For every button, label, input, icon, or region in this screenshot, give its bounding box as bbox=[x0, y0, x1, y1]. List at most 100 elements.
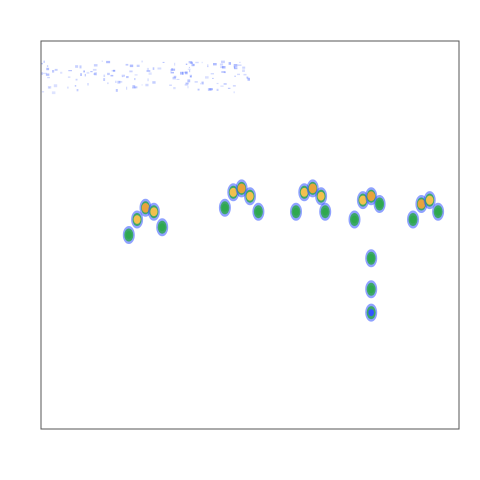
noise-speckle bbox=[129, 64, 134, 68]
energy-blobs bbox=[122, 179, 445, 322]
call-point bbox=[367, 253, 375, 263]
noise-speckle bbox=[201, 81, 204, 85]
noise-speckle bbox=[170, 69, 172, 72]
noise-speckle bbox=[126, 76, 129, 79]
call-point bbox=[229, 187, 237, 197]
noise-speckle bbox=[205, 76, 209, 79]
noise-speckle bbox=[134, 74, 138, 76]
noise-speckle bbox=[152, 81, 156, 84]
noise-speckle bbox=[242, 69, 245, 72]
noise-speckle bbox=[184, 71, 188, 74]
noise-speckle bbox=[190, 76, 192, 78]
noise-speckle bbox=[221, 71, 226, 73]
noise-speckle bbox=[216, 82, 219, 85]
noise-speckle bbox=[169, 84, 172, 86]
call-point bbox=[125, 231, 132, 239]
noise-speckle bbox=[92, 68, 97, 71]
noise-speckle bbox=[185, 63, 188, 65]
call-point bbox=[368, 285, 375, 294]
noise-speckle bbox=[75, 78, 78, 81]
noise-speckle bbox=[157, 67, 162, 70]
noise-speckle bbox=[76, 89, 79, 92]
noise-speckle bbox=[74, 85, 77, 87]
noise-speckle bbox=[46, 65, 49, 67]
noise-speckle bbox=[194, 81, 198, 83]
noise-speckle bbox=[220, 66, 223, 69]
call-point bbox=[150, 207, 158, 217]
noise-speckle bbox=[80, 73, 82, 76]
noise-speckle bbox=[190, 61, 193, 64]
noise-speckle bbox=[233, 66, 236, 69]
noise-speckle bbox=[234, 67, 238, 70]
noise-speckle bbox=[197, 88, 200, 91]
call-point bbox=[246, 191, 254, 201]
noise-speckle bbox=[146, 70, 151, 72]
noise-speckle bbox=[43, 72, 47, 75]
call-series-5 bbox=[407, 191, 445, 229]
noise-speckle bbox=[121, 74, 125, 77]
noise-speckle bbox=[126, 86, 128, 90]
noise-speckle bbox=[201, 61, 203, 64]
call-point bbox=[367, 191, 376, 202]
noise-speckle bbox=[216, 88, 219, 91]
noise-speckle bbox=[182, 71, 184, 75]
noise-speckle bbox=[187, 79, 191, 83]
noise-speckle bbox=[106, 60, 111, 64]
noise-speckle bbox=[243, 73, 247, 76]
noise-speckle bbox=[233, 91, 235, 94]
call-point bbox=[237, 183, 246, 194]
call-point bbox=[434, 207, 442, 216]
noise-speckle bbox=[47, 76, 50, 79]
noise-speckle bbox=[189, 74, 192, 78]
call-point bbox=[159, 223, 166, 232]
noise-speckle bbox=[87, 83, 89, 86]
noise-speckle bbox=[141, 60, 143, 63]
noise-speckle bbox=[83, 70, 85, 73]
noise-speckle bbox=[210, 73, 214, 75]
noise-speckle bbox=[110, 74, 114, 77]
noise-speckle bbox=[67, 86, 69, 89]
call-point bbox=[322, 207, 329, 216]
noise-speckle bbox=[223, 83, 227, 85]
call-point bbox=[409, 215, 417, 224]
call-series-3 bbox=[290, 179, 332, 221]
call-point bbox=[317, 191, 325, 201]
noise-speckle bbox=[227, 87, 231, 89]
noise-speckle bbox=[232, 85, 236, 87]
noise-speckle bbox=[222, 66, 226, 69]
noise-speckle bbox=[107, 72, 110, 76]
noise-speckle bbox=[187, 68, 191, 70]
noise-speckle bbox=[41, 72, 43, 75]
noise-speckle bbox=[41, 62, 43, 65]
noise-speckle bbox=[118, 81, 123, 83]
noise-speckle bbox=[188, 61, 193, 64]
call-point bbox=[141, 203, 150, 213]
call-point bbox=[368, 309, 375, 317]
noise-speckle bbox=[54, 68, 58, 71]
noise-speckle bbox=[170, 71, 174, 74]
call-series-4 bbox=[348, 187, 386, 322]
call-series-1 bbox=[122, 198, 169, 244]
noise-speckle bbox=[172, 76, 176, 80]
noise-speckle bbox=[147, 78, 149, 82]
noise-speckle bbox=[246, 76, 249, 79]
noise-speckle bbox=[220, 85, 224, 87]
noise-speckle bbox=[180, 71, 184, 75]
noise-speckle bbox=[173, 87, 176, 90]
noise-speckle bbox=[132, 87, 136, 89]
noise-speckle bbox=[207, 64, 209, 67]
call-point bbox=[308, 183, 317, 194]
noise-speckle bbox=[103, 74, 106, 77]
noise-speckle bbox=[176, 78, 180, 80]
noise-speckle bbox=[191, 63, 195, 67]
call-point bbox=[359, 195, 367, 205]
noise-speckle bbox=[234, 75, 236, 77]
noise-speckle bbox=[152, 67, 155, 70]
noise-speckle bbox=[132, 85, 136, 88]
noise-speckle bbox=[195, 61, 199, 64]
noise-speckle bbox=[51, 91, 56, 95]
noise-speckle bbox=[189, 69, 191, 73]
call-point bbox=[292, 207, 300, 216]
noise-speckle bbox=[115, 80, 117, 83]
noise-speckle bbox=[86, 71, 90, 74]
